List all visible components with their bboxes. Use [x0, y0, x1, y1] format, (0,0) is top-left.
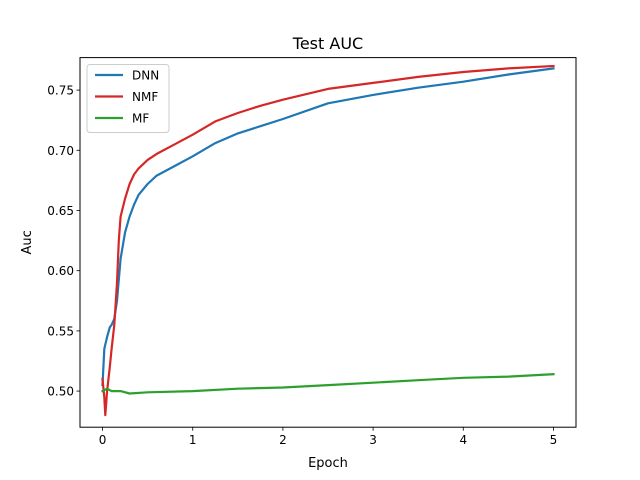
y-tick-label: 0.65 — [47, 204, 74, 218]
legend: DNN NMF MF — [86, 64, 170, 133]
y-axis-label: Auc — [20, 230, 35, 254]
y-tick-label: 0.50 — [47, 385, 74, 399]
legend-label-nmf: NMF — [132, 90, 158, 104]
x-tick-label: 3 — [369, 433, 377, 447]
x-tick-label: 4 — [459, 433, 467, 447]
legend-label-dnn: DNN — [132, 69, 159, 83]
y-axis-ticks: 0.50 0.55 0.60 0.65 0.70 0.75 — [47, 84, 80, 399]
series-line-dnn — [101, 67, 555, 387]
x-tick-label: 0 — [99, 433, 107, 447]
legend-label-mf: MF — [132, 112, 149, 126]
y-tick-label: 0.70 — [47, 144, 74, 158]
x-tick-label: 5 — [550, 433, 558, 447]
legend-box — [86, 64, 170, 133]
y-tick-label: 0.75 — [47, 84, 74, 98]
y-tick-label: 0.60 — [47, 264, 74, 278]
x-axis-label: Epoch — [308, 456, 348, 471]
x-axis-ticks: 0 1 2 3 4 5 — [99, 427, 558, 447]
x-tick-label: 2 — [279, 433, 287, 447]
series-lines — [101, 64, 555, 417]
x-tick-label: 1 — [189, 433, 197, 447]
series-line-nmf — [101, 64, 555, 417]
y-tick-label: 0.55 — [47, 324, 74, 338]
chart-title: Test AUC — [292, 34, 363, 53]
axes-frame — [79, 57, 577, 428]
series-line-mf — [101, 373, 555, 395]
